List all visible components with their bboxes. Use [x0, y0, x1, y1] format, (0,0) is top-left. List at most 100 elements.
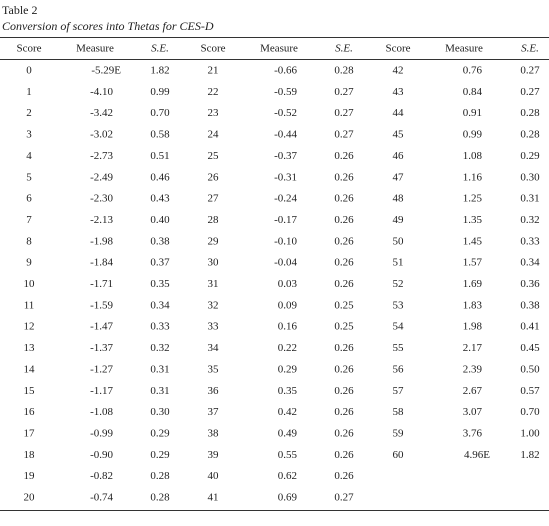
table-cell: 0.26 [334, 150, 354, 162]
table-cell: 57 [393, 385, 405, 397]
table-cell: 55 [393, 342, 405, 354]
table-cell: 0.27 [334, 107, 354, 119]
table-cell: 60 [393, 449, 405, 461]
table-cell: -0.59 [274, 86, 297, 98]
column-header: S.E. [151, 43, 169, 55]
table-cell: 52 [393, 278, 404, 290]
table-cell: 44 [393, 107, 405, 119]
table-cell: 8 [26, 235, 32, 247]
table-cell: -1.17 [90, 385, 113, 397]
table-cell: 1.98 [463, 321, 483, 333]
table-cell: -1.98 [90, 235, 113, 247]
table-cell: 0.32 [520, 214, 539, 226]
table-cell: 0.99 [150, 86, 170, 98]
table-cell: 0.09 [278, 299, 298, 311]
table-cell: 0.16 [278, 321, 298, 333]
table-cell: -0.37 [274, 150, 297, 162]
table-cell: 20 [24, 492, 36, 504]
table-cell: 17 [24, 427, 36, 439]
table-cell: 0.62 [278, 470, 297, 482]
table-cell: 0.34 [150, 299, 170, 311]
table-cell: 49 [393, 214, 405, 226]
table-cell: 1.83 [463, 299, 483, 311]
table-cell: 2.67 [463, 385, 483, 397]
table-cell: 0.29 [520, 150, 540, 162]
table-cell: 15 [24, 385, 36, 397]
column-header: Measure [260, 43, 298, 55]
table-cell: 50 [393, 235, 405, 247]
table-cell: -0.10 [274, 235, 297, 247]
table-cell: 3.07 [463, 406, 483, 418]
table-cell: 29 [208, 235, 220, 247]
table-cell: 4 [26, 150, 32, 162]
table-cell: 0.57 [520, 385, 540, 397]
table-cell: 0.70 [150, 107, 170, 119]
table-cell: 34 [208, 342, 220, 354]
table-cell: 58 [393, 406, 405, 418]
table-cell: 0.27 [334, 129, 354, 141]
table-cell: 7 [26, 214, 32, 226]
table-cell: 51 [393, 257, 404, 269]
table-cell: 0.49 [278, 427, 298, 439]
table-cell: -1.37 [90, 342, 113, 354]
table-cell: 30 [208, 257, 220, 269]
table-cell: 2 [26, 107, 32, 119]
table-cell: 2.39 [463, 363, 483, 375]
table-cell: 1.45 [463, 235, 483, 247]
column-header: Measure [445, 43, 483, 55]
table-cell: 0.28 [150, 470, 170, 482]
column-header: Score [385, 43, 410, 55]
table-cell: 2.17 [463, 342, 483, 354]
table-cell: 13 [24, 342, 36, 354]
table-cell: 39 [208, 449, 220, 461]
table-subtitle: Conversion of scores into Thetas for CES… [2, 19, 214, 33]
table-cell: 0.27 [520, 86, 540, 98]
table-cell: 1.00 [520, 427, 540, 439]
table-cell: 1.82 [150, 65, 169, 77]
table-cell: 26 [208, 171, 220, 183]
table-cell: 0.26 [334, 385, 354, 397]
table-cell: -0.04 [274, 257, 297, 269]
table-cell: 0.28 [520, 107, 540, 119]
table-cell: -1.59 [90, 299, 113, 311]
table-cell: 36 [208, 385, 220, 397]
table-cell: 0.26 [334, 235, 354, 247]
table-cell: 0.31 [520, 193, 539, 205]
column-header: Measure [76, 43, 114, 55]
table-cell: -3.42 [90, 107, 113, 119]
table-cell: 35 [208, 363, 220, 375]
table-cell: -0.66 [274, 65, 297, 77]
table-cell: 0.55 [278, 449, 298, 461]
table-cell: -2.73 [90, 150, 113, 162]
table-cell: 0.28 [520, 129, 540, 141]
table-cell: 0.30 [520, 171, 540, 183]
table-cell: -0.31 [274, 171, 297, 183]
table-cell: 0.33 [150, 321, 170, 333]
table-cell: 0.58 [150, 129, 170, 141]
table-cell: 0.27 [334, 86, 354, 98]
table-cell: 0.41 [520, 321, 539, 333]
table-cell: 6 [26, 193, 32, 205]
table-cell: 45 [393, 129, 405, 141]
table-cell: -1.84 [90, 257, 113, 269]
table-cell: 38 [208, 427, 220, 439]
table-cell: 0.36 [520, 278, 540, 290]
table-cell: 0.26 [334, 470, 354, 482]
table-cell: 59 [393, 427, 405, 439]
table-cell: 0.30 [150, 406, 170, 418]
table-cell: 3.76 [463, 427, 483, 439]
table-cell: -1.27 [90, 363, 113, 375]
table-cell: -1.71 [90, 278, 113, 290]
table-cell: 0.33 [520, 235, 540, 247]
table-cell: 0.45 [520, 342, 540, 354]
table-cell: 0.26 [334, 342, 354, 354]
table-cell: -0.90 [90, 449, 113, 461]
table-cell: 22 [208, 86, 219, 98]
table-cell: 0.29 [150, 427, 170, 439]
table-cell: 28 [208, 214, 220, 226]
table-cell: 0.70 [520, 406, 540, 418]
table-cell: 32 [208, 299, 219, 311]
table-cell: -2.13 [90, 214, 113, 226]
table-cell: 16 [24, 406, 36, 418]
